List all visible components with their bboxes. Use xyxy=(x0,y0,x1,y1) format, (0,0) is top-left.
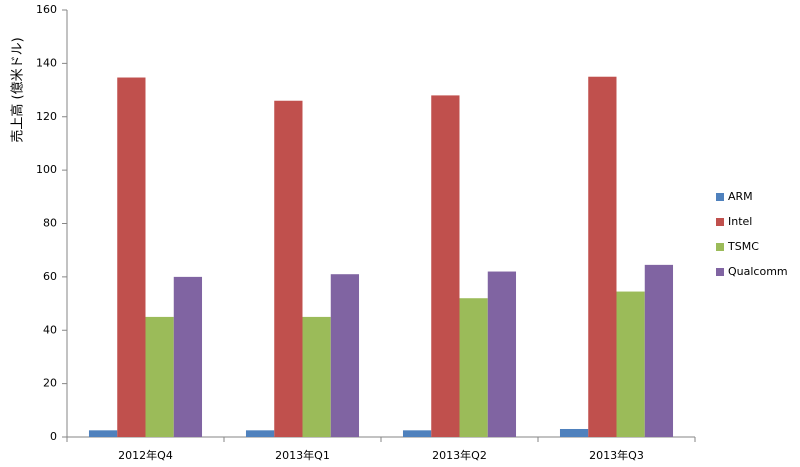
bar xyxy=(402,430,432,437)
bar xyxy=(616,291,645,437)
y-tick-label: 60 xyxy=(43,270,57,283)
y-tick-label: 0 xyxy=(50,430,57,443)
bar xyxy=(588,76,617,437)
legend-swatch xyxy=(716,268,724,276)
bar xyxy=(173,276,203,437)
bar xyxy=(644,264,674,437)
bar xyxy=(274,100,303,438)
y-tick-label: 160 xyxy=(36,3,57,16)
y-axis-label: 売上高 (億米ドル) xyxy=(10,37,26,142)
legend-swatch xyxy=(716,193,724,201)
bar xyxy=(559,428,589,437)
x-tick-label: 2013年Q1 xyxy=(275,448,330,462)
x-tick-label: 2012年Q4 xyxy=(118,448,173,462)
bar xyxy=(330,274,360,437)
legend-label: Qualcomm xyxy=(728,265,788,278)
y-tick-label: 40 xyxy=(43,323,57,336)
y-tick-label: 120 xyxy=(36,110,57,123)
bar xyxy=(88,430,118,437)
y-tick-label: 20 xyxy=(43,377,57,390)
y-tick-label: 100 xyxy=(36,163,57,176)
bar xyxy=(302,316,331,437)
bar xyxy=(459,298,488,437)
bar xyxy=(117,77,146,437)
legend-swatch xyxy=(716,218,724,226)
bar xyxy=(487,271,517,437)
x-tick-label: 2013年Q3 xyxy=(589,448,644,462)
legend-label: ARM xyxy=(728,190,753,203)
y-tick-label: 80 xyxy=(43,217,57,230)
legend-label: TSMC xyxy=(727,240,759,253)
y-tick-label: 140 xyxy=(36,56,57,69)
legend-label: Intel xyxy=(728,215,752,228)
bar xyxy=(431,95,460,438)
bar xyxy=(245,430,275,437)
x-tick-label: 2013年Q2 xyxy=(432,448,487,462)
bar xyxy=(145,316,174,437)
legend-swatch xyxy=(716,243,724,251)
